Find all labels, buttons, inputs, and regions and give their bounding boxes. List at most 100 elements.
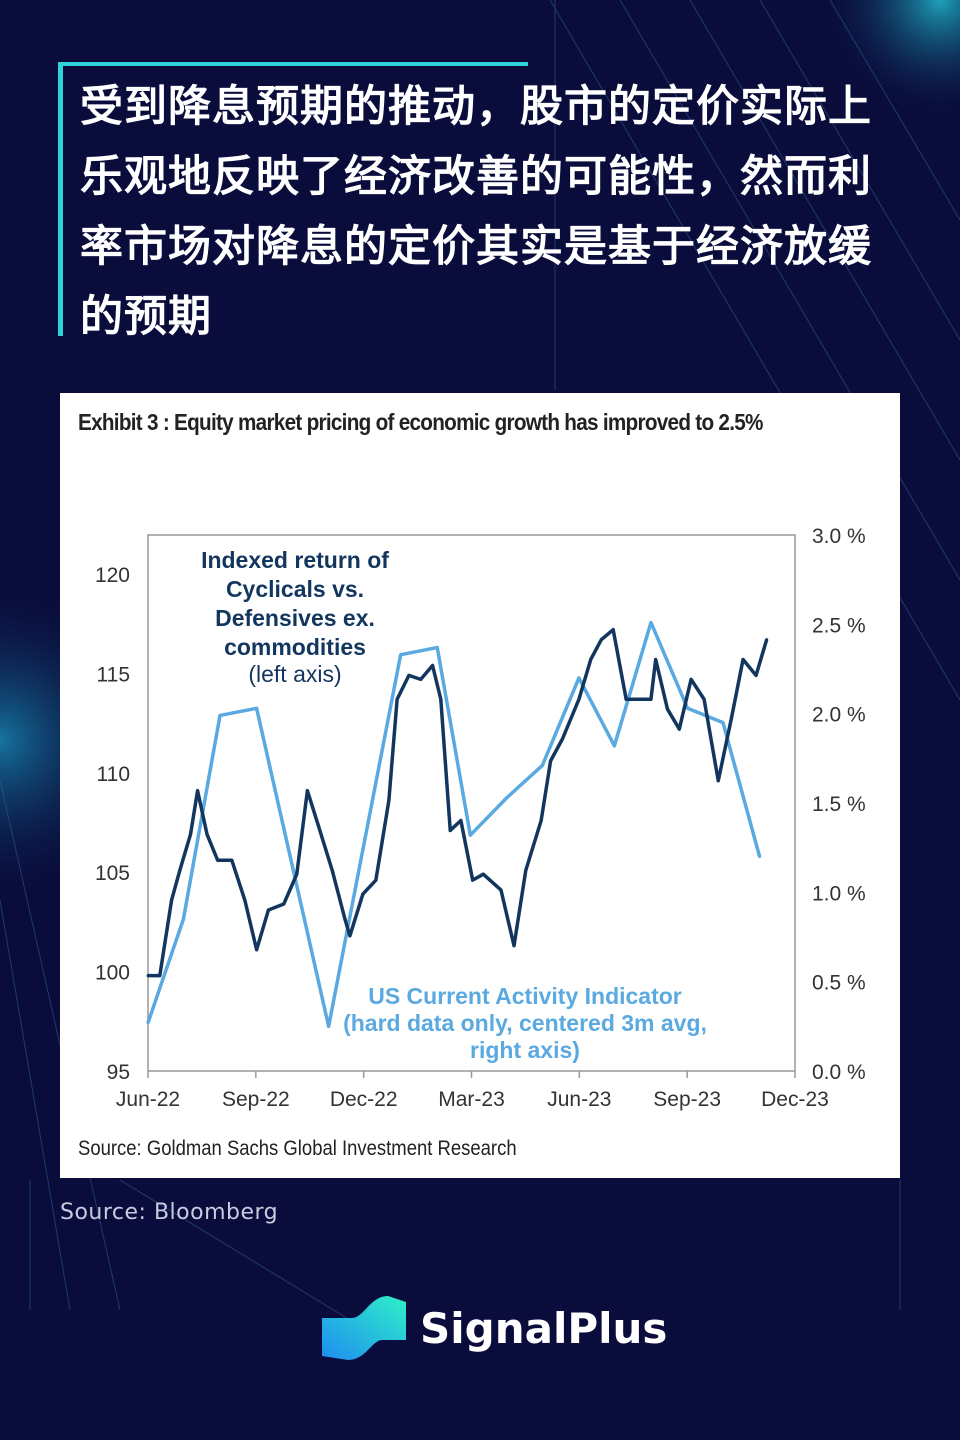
cyclicals-point bbox=[216, 858, 220, 862]
cyclicals-point bbox=[654, 657, 658, 661]
source-note: Source: Bloomberg bbox=[60, 1200, 279, 1225]
y-right-tick-label: 0.5 % bbox=[812, 972, 866, 995]
cyclicals-point bbox=[189, 832, 193, 836]
cai-point bbox=[686, 706, 690, 710]
chart-title: Exhibit 3 : Equity market pricing of eco… bbox=[78, 409, 763, 435]
y-left-tick-label: 110 bbox=[97, 763, 130, 786]
x-tick-label: Jun-22 bbox=[116, 1088, 180, 1111]
cai-point bbox=[649, 621, 653, 625]
x-tick-label: Sep-23 bbox=[653, 1088, 721, 1111]
accent-bar-top bbox=[58, 62, 528, 66]
headline: 受到降息预期的推动，股市的定价实际上乐观地反映了经济改善的可能性，然而利率市场对… bbox=[80, 82, 872, 342]
cyclicals-point bbox=[481, 872, 485, 876]
cyclicals-point bbox=[524, 868, 528, 872]
cyclicals-label-line: Indexed return of bbox=[201, 547, 389, 573]
cyclicals-point bbox=[589, 657, 593, 661]
cyclicals-point bbox=[343, 918, 347, 922]
chart-card: Exhibit 3 : Equity market pricing of eco… bbox=[60, 393, 900, 1178]
cai-point bbox=[540, 763, 544, 767]
chart-source: Source: Goldman Sachs Global Investment … bbox=[78, 1137, 517, 1160]
brand-name: SignalPlus bbox=[420, 1303, 668, 1353]
cyclicals-point bbox=[407, 673, 411, 677]
y-right-tick-label: 0.0 % bbox=[812, 1061, 866, 1084]
signalplus-logo-icon bbox=[322, 1296, 406, 1360]
cai-point bbox=[327, 1024, 331, 1028]
x-tick-label: Mar-23 bbox=[438, 1088, 505, 1111]
cyclicals-point bbox=[471, 878, 475, 882]
cyclicals-point bbox=[348, 934, 352, 938]
series-line-cyclicals bbox=[148, 627, 769, 978]
cai-point bbox=[577, 676, 581, 680]
cai-label-line: US Current Activity Indicator bbox=[368, 983, 682, 1009]
cai-point bbox=[255, 706, 259, 710]
x-tick-label: Dec-22 bbox=[330, 1088, 398, 1111]
cyclicals-point bbox=[689, 677, 693, 681]
cai-label-line: right axis) bbox=[470, 1037, 580, 1063]
y-left-tick-label: 100 bbox=[95, 962, 130, 985]
y-right-tick-label: 2.0 % bbox=[812, 704, 866, 727]
cyclicals-point bbox=[702, 697, 706, 701]
y-left-tick-label: 105 bbox=[95, 862, 130, 885]
y-right-tick-label: 2.5 % bbox=[812, 614, 866, 637]
cai-point bbox=[758, 855, 762, 859]
cyclicals-point bbox=[374, 878, 378, 882]
cyclicals-point bbox=[448, 828, 452, 832]
cyclicals-label-line: commodities bbox=[224, 634, 366, 660]
cyclicals-point bbox=[230, 858, 234, 862]
x-tick-label: Sep-22 bbox=[222, 1088, 290, 1111]
cai-label-line: (hard data only, centered 3m avg, bbox=[343, 1010, 707, 1036]
cyclicals-point bbox=[196, 789, 200, 793]
cyclicals-point bbox=[665, 707, 669, 711]
cai-point bbox=[146, 1021, 150, 1025]
cyclicals-point bbox=[599, 638, 603, 642]
cyclicals-point bbox=[255, 948, 259, 952]
x-tick-label: Dec-23 bbox=[761, 1088, 829, 1111]
cyclicals-label-line: (left axis) bbox=[248, 661, 341, 687]
cyclicals-point bbox=[419, 677, 423, 681]
cyclicals-point bbox=[170, 898, 174, 902]
cyclicals-point bbox=[178, 868, 182, 872]
cyclicals-point bbox=[361, 892, 365, 896]
cyclicals-point bbox=[387, 799, 391, 803]
cyclicals-point bbox=[677, 727, 681, 731]
cyclicals-point bbox=[577, 697, 581, 701]
cyclicals-label-line: Cyclicals vs. bbox=[226, 576, 364, 602]
accent-bar-left bbox=[58, 63, 63, 336]
cyclicals-point bbox=[305, 789, 309, 793]
cyclicals-point bbox=[754, 673, 758, 677]
cyclicals-point bbox=[765, 638, 769, 642]
cai-point bbox=[435, 646, 439, 650]
cai-point bbox=[505, 796, 509, 800]
cyclicals-point bbox=[729, 717, 733, 721]
cyclicals-point bbox=[499, 888, 503, 892]
series-line-cai bbox=[146, 620, 762, 1029]
cai-point bbox=[721, 721, 725, 725]
x-tick-label: Jun-23 bbox=[547, 1088, 611, 1111]
cai-point bbox=[468, 833, 472, 837]
cai-point bbox=[181, 917, 185, 921]
cyclicals-point bbox=[716, 779, 720, 783]
cyclicals-point bbox=[295, 872, 299, 876]
cai-point bbox=[218, 713, 222, 717]
cyclicals-point bbox=[611, 628, 615, 632]
cyclicals-point bbox=[205, 832, 209, 836]
y-right-tick-label: 3.0 % bbox=[812, 525, 866, 548]
cai-point bbox=[399, 653, 403, 657]
cyclicals-point bbox=[266, 908, 270, 912]
cyclicals-label-line: Defensives ex. bbox=[215, 605, 375, 631]
cyclicals-point bbox=[146, 974, 150, 978]
cyclicals-point bbox=[431, 663, 435, 667]
cyclicals-point bbox=[539, 819, 543, 823]
cyclicals-point bbox=[243, 898, 247, 902]
cyclicals-point bbox=[459, 819, 463, 823]
cyclicals-point bbox=[158, 974, 162, 978]
y-left-tick-label: 95 bbox=[107, 1061, 130, 1084]
cyclicals-point bbox=[282, 902, 286, 906]
chart: Jun-22 Sep-22 Dec-22 Mar-23 Jun-23 Sep-23 Dec-… bbox=[95, 525, 866, 1111]
cyclicals-point bbox=[439, 697, 443, 701]
cyclicals-point bbox=[649, 697, 653, 701]
cyclicals-point bbox=[636, 697, 640, 701]
y-left-tick-label: 120 bbox=[95, 564, 130, 587]
cyclicals-point bbox=[624, 697, 628, 701]
y-right-tick-label: 1.0 % bbox=[812, 882, 866, 905]
